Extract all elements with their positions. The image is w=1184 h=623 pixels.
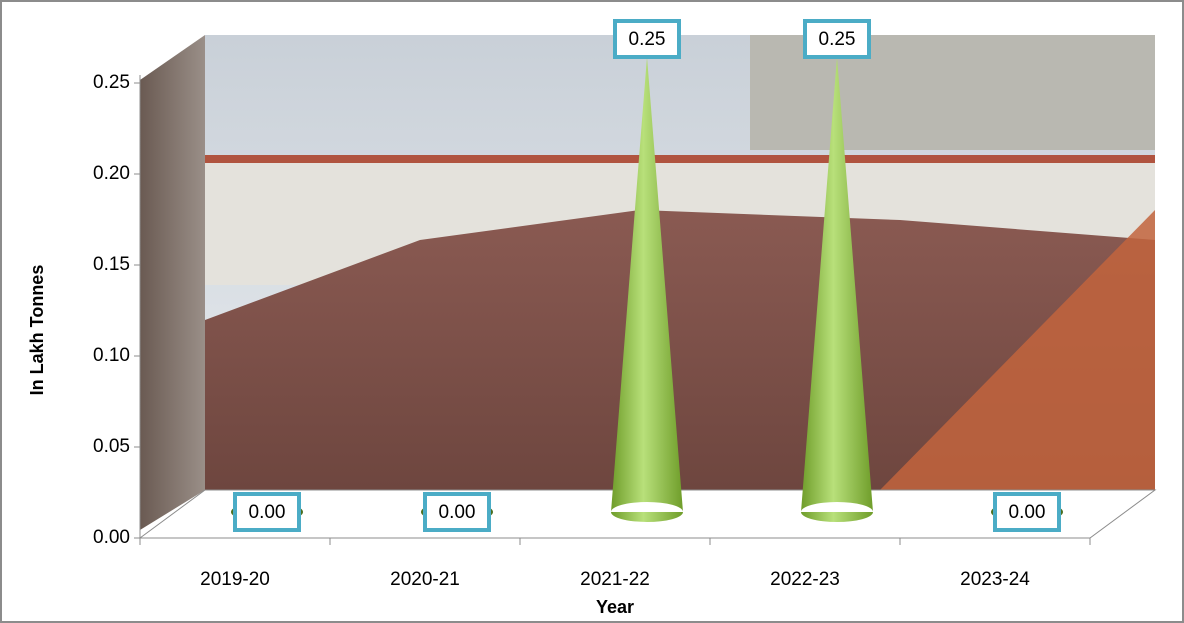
y-axis-title: In Lakh Tonnes — [27, 265, 47, 396]
value-label: 0.25 — [629, 29, 666, 50]
y-tick-label: 0.00 — [93, 527, 130, 548]
y-tick-label: 0.15 — [93, 254, 130, 275]
cone — [801, 57, 873, 522]
y-tick-label: 0.25 — [93, 72, 130, 93]
x-tick-label: 2021-22 — [580, 569, 650, 590]
x-tick-label: 2022-23 — [770, 569, 840, 590]
value-label-box — [423, 492, 491, 532]
x-axis-title: Year — [596, 597, 634, 617]
backdrop-deck — [880, 210, 1155, 490]
value-label: 0.00 — [1009, 502, 1046, 523]
value-label: 0.00 — [249, 502, 286, 523]
y-tick-label: 0.10 — [93, 345, 130, 366]
backdrop-rail — [205, 155, 1155, 163]
value-label: 0.00 — [439, 502, 476, 523]
value-label-box — [803, 19, 871, 59]
value-label: 0.25 — [819, 29, 856, 50]
backdrop-cargo — [205, 210, 1155, 490]
value-label-box — [613, 19, 681, 59]
y-tick-label: 0.05 — [93, 436, 130, 457]
x-tick-label: 2019-20 — [200, 569, 270, 590]
y-tick-label: 0.20 — [93, 163, 130, 184]
cone — [611, 57, 683, 522]
value-label-box — [233, 492, 301, 532]
left-wall — [140, 35, 205, 530]
x-tick-label: 2020-21 — [390, 569, 460, 590]
x-tick-label: 2023-24 — [960, 569, 1030, 590]
value-label-box — [993, 492, 1061, 532]
